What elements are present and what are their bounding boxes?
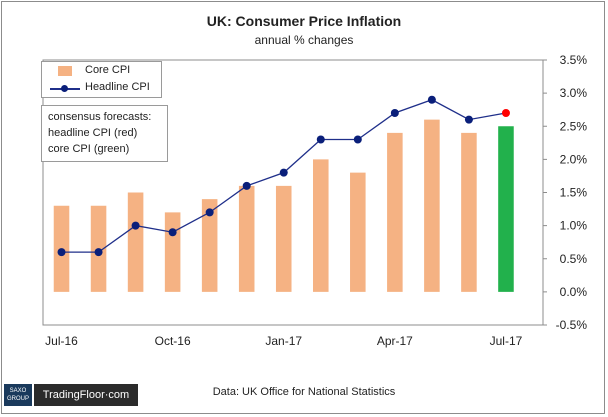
core-cpi-bar-jun-17 [461,132,477,292]
core-cpi-bar-apr-17 [387,132,403,292]
headline-cpi-point-may-17 [427,95,436,104]
core-cpi-bar-jan-17 [275,185,292,292]
saxo-logo-line1: SAXO [9,388,27,394]
core-cpi-bar-oct-16 [164,212,181,292]
core-cpi-bar-nov-16 [201,199,218,292]
headline-cpi-point-aug-16 [94,248,103,257]
saxo-logo: SAXO GROUP [4,384,32,406]
core-cpi-bar-jul-17 [498,126,514,292]
legend-item-headline-cpi: Headline CPI [42,80,162,96]
headline-cpi-point-oct-16 [168,228,177,237]
headline-cpi-point-apr-17 [390,109,399,117]
headline-cpi-point-sep-16 [131,221,140,230]
legend-label-core-cpi: Core CPI [85,64,131,76]
plot-area [42,59,544,326]
legend-label-headline-cpi: Headline CPI [85,81,150,93]
y-tick-label: 2.0% [560,152,588,166]
core-cpi-bar-feb-17 [313,159,329,292]
legend-item-core-cpi: Core CPI [42,63,162,79]
y-tick-label: -0.5% [556,318,588,332]
headline-cpi-point-feb-17 [316,135,325,144]
core-cpi-bar-sep-16 [127,192,144,292]
y-tick-label: 3.5% [560,53,588,67]
headline-cpi-point-dec-16 [242,181,251,190]
core-cpi-bar-dec-16 [238,185,255,292]
headline-cpi-point-jun-17 [464,115,473,124]
headline-cpi-point-nov-16 [205,208,214,217]
line-layer [57,95,510,257]
legend: Core CPI Headline CPI [41,61,162,98]
y-tick-label: 3.0% [560,86,588,100]
brand-name: TradingFloor·com [34,384,138,406]
legend-swatch-core-cpi [58,66,72,76]
note-line-1: consensus forecasts: [48,111,152,123]
legend-marker-headline-cpi [61,85,68,92]
chart-subtitle: annual % changes [254,33,354,47]
x-tick-label: Apr-17 [377,334,413,348]
x-tick-label: Oct-16 [155,334,191,348]
y-tick-layer: -0.5% 0.0% 0.5% 1.0% 1.5% 2.0% 2.5% 3.0% 3.5% [543,53,587,332]
y-tick-label: 0.5% [560,252,588,266]
y-tick-label: 1.0% [560,219,588,233]
forecast-note: consensus forecasts: headline CPI (red) … [41,105,168,162]
headline-cpi-point-jul-17 [501,109,510,117]
headline-cpi-point-mar-17 [353,135,362,144]
saxo-logo-line2: GROUP [6,396,29,402]
x-tick-label: Jan-17 [265,334,302,348]
x-tick-label: Jul-16 [45,334,78,348]
tradingfloor-logo: SAXO GROUP TradingFloor·com [4,384,138,406]
x-tick-layer: Jul-16 Oct-16 Jan-17 Apr-17 Jul-17 [45,334,522,348]
note-line-3: core CPI (green) [48,143,130,155]
x-tick-label: Jul-17 [490,334,523,348]
chart-title: UK: Consumer Price Inflation [206,13,402,29]
headline-cpi-point-jul-16 [57,248,66,257]
headline-cpi-point-jan-17 [279,168,288,177]
y-tick-label: 1.5% [560,186,588,200]
core-cpi-bar-may-17 [424,119,440,292]
y-tick-label: 2.5% [560,119,588,133]
y-tick-label: 0.0% [560,285,588,299]
note-line-2: headline CPI (red) [48,127,138,139]
source-caption: Data: UK Office for National Statistics [212,386,396,398]
bars-layer [53,119,514,292]
core-cpi-bar-mar-17 [350,172,366,292]
